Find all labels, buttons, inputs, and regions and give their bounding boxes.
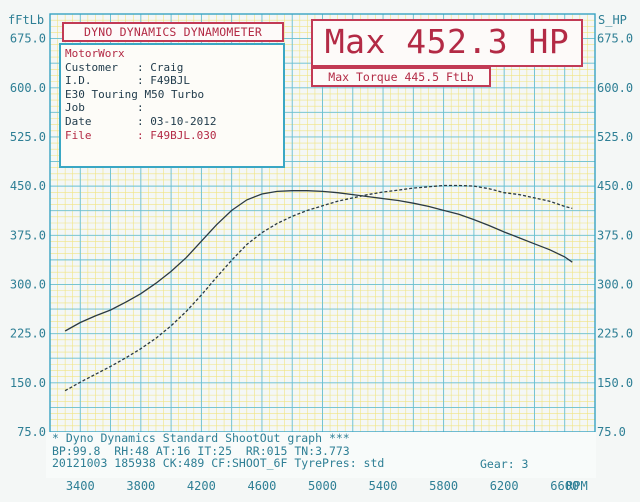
footer-line-2: BP:99.8 RH:48 AT:16 IT:25 RR:015 TN:3.77… xyxy=(52,443,350,458)
right-y-tick-label: 600.0 xyxy=(597,81,633,95)
power-curve-dashed xyxy=(64,184,573,392)
run-details-footer: * Dyno Dynamics Standard ShootOut graph … xyxy=(46,432,596,478)
x-tick-label: 6600 xyxy=(550,479,579,493)
left-y-tick-label: 75.0 xyxy=(17,425,46,439)
right-y-tick-label: 225.0 xyxy=(597,327,633,341)
info-panel: MotorWorx Customer: Craig I.D.: F49BJL E… xyxy=(59,43,285,168)
x-tick-label: 4200 xyxy=(187,479,216,493)
x-axis-ticks: 3400 3800 4200 4600 5000 5400 5800 6200 6600 xyxy=(66,479,579,493)
max-torque-readout: Max Torque 445.5 FtLb xyxy=(311,67,491,87)
customer-value: Craig xyxy=(150,60,184,74)
footer-line-1: * Dyno Dynamics Standard ShootOut graph … xyxy=(52,431,350,445)
left-y-tick-label: 675.0 xyxy=(10,32,46,46)
dyno-title: DYNO DYNAMICS DYNAMOMETER xyxy=(62,22,284,42)
x-tick-label: 5000 xyxy=(308,479,337,493)
right-y-tick-label: 450.0 xyxy=(597,179,633,193)
left-y-tick-label: 300.0 xyxy=(10,277,46,291)
customer-label: Customer xyxy=(65,60,118,74)
shop-name: MotorWorx xyxy=(65,47,125,60)
max-hp-readout: Max 452.3 HP xyxy=(311,19,583,67)
date-row: Date: 03-10-2012 xyxy=(65,114,217,128)
x-tick-label: 6200 xyxy=(490,479,519,493)
id-value: F49BJL xyxy=(150,74,190,88)
gear-readout: Gear: 3 xyxy=(480,457,529,471)
job-label: Job xyxy=(65,101,85,115)
left-y-tick-label: 375.0 xyxy=(10,228,46,242)
right-y-tick-label: 300.0 xyxy=(597,277,633,291)
left-y-tick-label: 225.0 xyxy=(10,327,46,341)
file-row: File: F49BJL.030 xyxy=(65,128,217,142)
vehicle-row: E30 Touring M50 Turbo xyxy=(65,87,205,101)
right-y-tick-label: 75.0 xyxy=(597,425,626,439)
x-axis-unit: RPM xyxy=(566,479,588,493)
id-row: I.D.: F49BJL xyxy=(65,74,190,88)
date-label: Date xyxy=(65,114,92,128)
left-y-tick-label: 600.0 xyxy=(10,81,46,95)
customer-row: Customer: Craig xyxy=(65,60,184,74)
right-y-tick-label: 525.0 xyxy=(597,130,633,144)
right-y-tick-label: 150.0 xyxy=(597,376,633,390)
x-tick-label: 5800 xyxy=(429,479,458,493)
job-row: Job: xyxy=(65,101,151,115)
torque-curve-solid xyxy=(64,190,573,332)
left-axis-ticks: 75.0 150.0 225.0 300.0 375.0 450.0 525.0 600.0 6… xyxy=(10,32,46,439)
chart-series xyxy=(64,184,573,392)
right-y-tick-label: 675.0 xyxy=(597,32,633,46)
left-axis-unit: fFtLb xyxy=(8,13,44,27)
left-y-tick-label: 525.0 xyxy=(10,130,46,144)
x-tick-label: 5400 xyxy=(369,479,398,493)
right-y-tick-label: 375.0 xyxy=(597,228,633,242)
right-axis-ticks: 75.0 150.0 225.0 300.0 375.0 450.0 525.0 600.0 6… xyxy=(597,32,633,439)
left-y-tick-label: 150.0 xyxy=(10,376,46,390)
x-tick-label: 3800 xyxy=(126,479,155,493)
file-label: File xyxy=(65,128,92,142)
right-axis-unit: S_HP xyxy=(598,13,627,27)
x-tick-label: 3400 xyxy=(66,479,95,493)
id-label: I.D. xyxy=(65,74,92,88)
file-value: F49BJL.030 xyxy=(150,128,217,142)
x-tick-label: 4600 xyxy=(247,479,276,493)
footer-line-3: 20121003 185938 CK:489 CF:SHOOT_6F TyreP… xyxy=(52,456,385,470)
left-y-tick-label: 450.0 xyxy=(10,179,46,193)
date-value: 03-10-2012 xyxy=(150,114,217,128)
